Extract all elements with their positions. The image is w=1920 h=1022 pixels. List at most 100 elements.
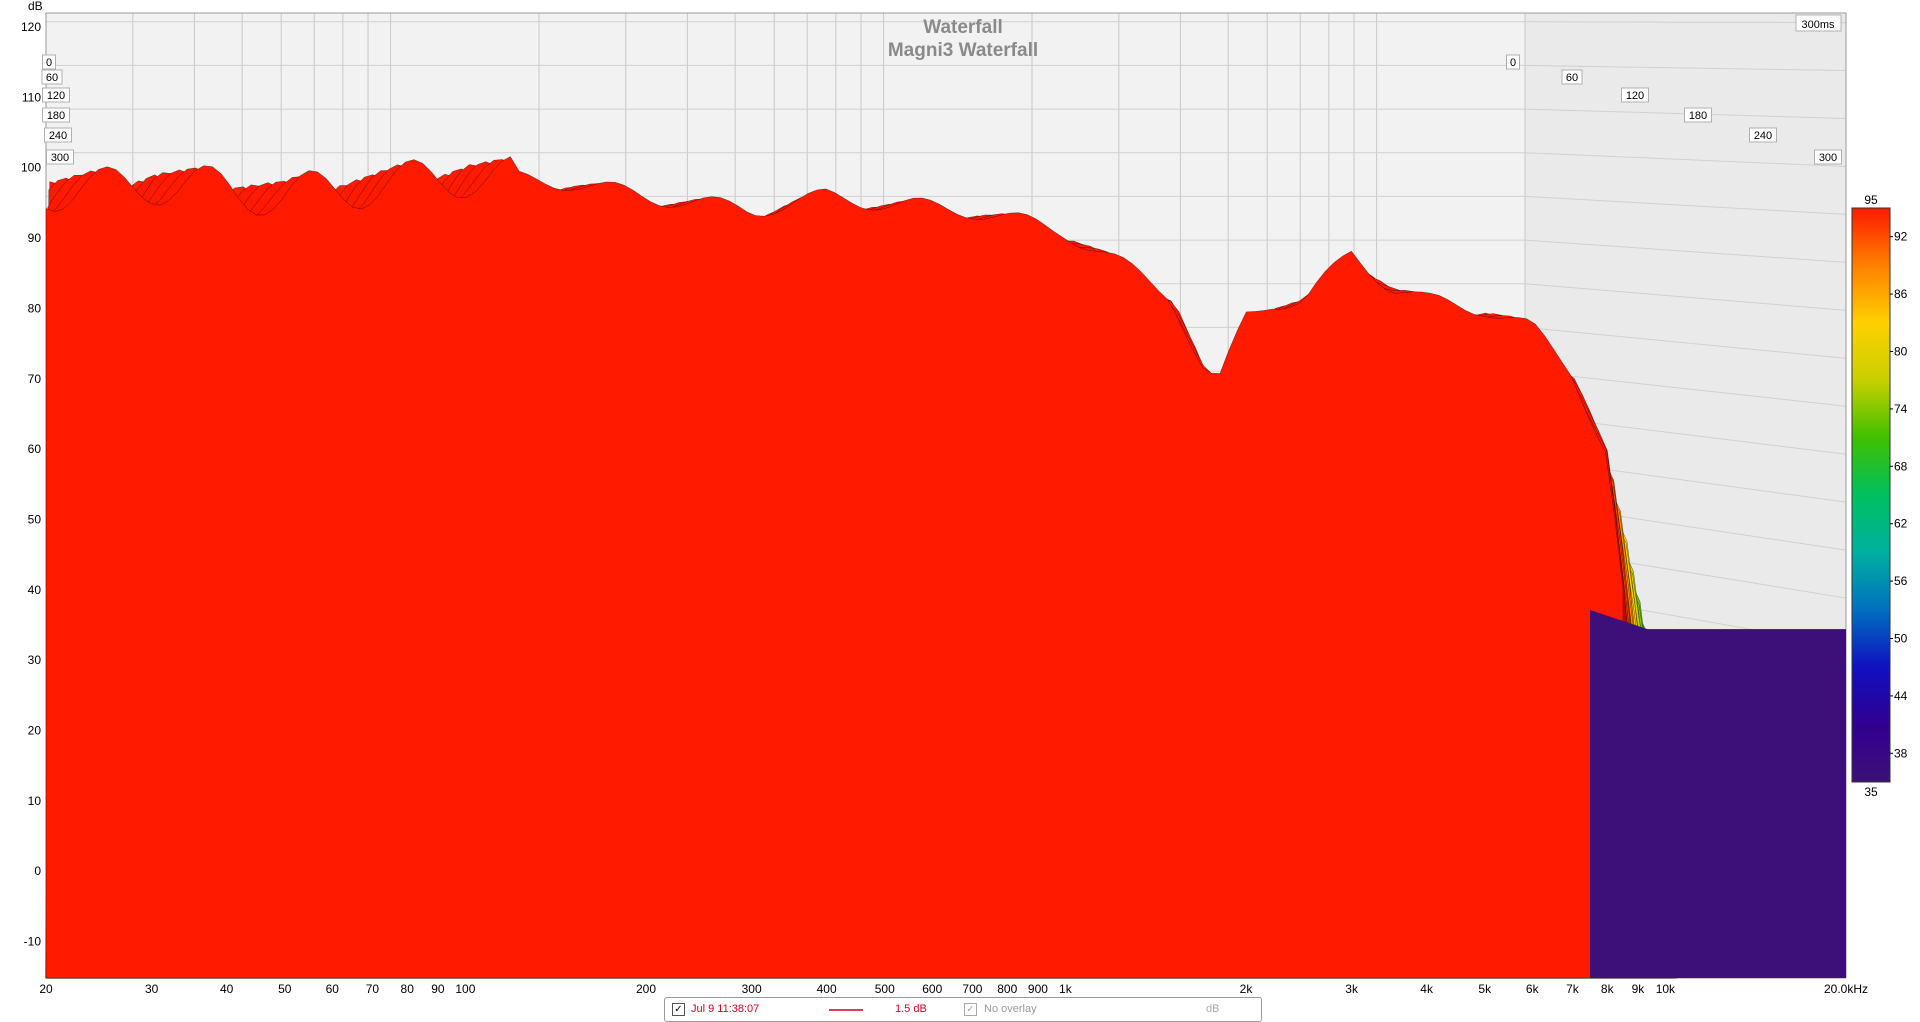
x-tick-label: 800	[997, 982, 1017, 996]
time-tick-right: 240	[1749, 127, 1777, 143]
measurement-checkbox[interactable]: ✓	[672, 1003, 685, 1016]
x-tick-label: 5k	[1478, 982, 1492, 996]
svg-text:0: 0	[1510, 57, 1516, 69]
x-tick-label: 2k	[1240, 982, 1254, 996]
y-tick-label: 10	[28, 794, 42, 808]
y-tick-label: 0	[34, 864, 41, 878]
y-tick-label: 40	[28, 583, 42, 597]
x-tick-label: 1k	[1059, 982, 1073, 996]
svg-text:120: 120	[47, 90, 65, 102]
x-tick-label: 900	[1028, 982, 1048, 996]
x-tick-label: 90	[431, 982, 445, 996]
time-tick-right: 0	[1506, 54, 1520, 70]
y-tick-label: 30	[28, 653, 42, 667]
svg-text:300: 300	[51, 152, 69, 164]
svg-text:300: 300	[1819, 152, 1837, 164]
x-tick-label: 3k	[1345, 982, 1359, 996]
svg-text:60: 60	[1566, 72, 1578, 84]
colorbar-tick-label: 92	[1894, 230, 1908, 244]
colorbar-tick-label: 86	[1894, 287, 1908, 301]
colorbar: 95 92 86 80 74 68 62 56 50 44 38 35	[1851, 193, 1908, 799]
x-tick-label: 300	[742, 982, 762, 996]
waterfall-slice	[45, 156, 1624, 979]
time-tick-right: 60	[1561, 69, 1583, 85]
x-tick-label: 8k	[1601, 982, 1615, 996]
x-tick-label: 500	[875, 982, 895, 996]
y-tick-label: 70	[28, 372, 42, 386]
chart-subtitle: Magni3 Waterfall	[888, 40, 1038, 61]
time-tick-left: 0	[42, 54, 56, 70]
waterfall-surface	[45, 156, 1846, 979]
y-tick-label: 60	[28, 442, 42, 456]
x-tick-label: 9k	[1632, 982, 1646, 996]
x-tick-label: 10k	[1656, 982, 1676, 996]
svg-text:240: 240	[1754, 130, 1772, 142]
y-tick-label: 110	[22, 90, 41, 104]
colorbar-tick-label: 74	[1894, 402, 1908, 416]
x-tick-label: 50	[278, 982, 292, 996]
x-tick-label: 70	[366, 982, 380, 996]
svg-text:0: 0	[46, 57, 52, 69]
y-tick-label: 120	[21, 20, 41, 34]
y-tick-label: 50	[28, 512, 42, 526]
colorbar-tick-label: 62	[1894, 517, 1908, 531]
colorbar-gradient	[1851, 207, 1891, 783]
y-tick-label: 100	[21, 161, 41, 175]
time-tick-right: 300	[1814, 149, 1842, 165]
svg-text:180: 180	[47, 110, 65, 122]
x-tick-label: 700	[962, 982, 982, 996]
time-range-box: 300ms	[1795, 14, 1842, 32]
colorbar-tick-label: 35	[1864, 785, 1878, 799]
x-tick-label: 20	[39, 982, 53, 996]
x-tick-label: 40	[220, 982, 234, 996]
colorbar-tick-label: 80	[1894, 345, 1908, 359]
y-tick-label: 90	[28, 231, 42, 245]
y-tick-label: 80	[28, 301, 42, 315]
time-tick-left: 180	[42, 107, 70, 123]
svg-text:240: 240	[49, 130, 67, 142]
svg-text:60: 60	[46, 72, 58, 84]
y-tick-label: -10	[24, 935, 42, 949]
time-range-label: 300ms	[1801, 19, 1835, 31]
time-axis: 300ms 0 60 120 180 240 300 0 60 120 180 240 300	[41, 14, 1842, 165]
x-tick-label: 100	[455, 982, 475, 996]
x-axis: 20 30 40 50 60 70 80 90 100 200 300 400 500 600 700 800…	[39, 982, 1868, 996]
time-tick-left: 300	[46, 149, 74, 165]
measurement-legend: ✓ Jul 9 11:38:07 1.5 dB ✓ No overlay dB	[664, 997, 1262, 1022]
x-tick-label: 60	[326, 982, 340, 996]
measurement-label: Jul 9 11:38:07	[691, 1003, 760, 1015]
colorbar-tick-label: 56	[1894, 574, 1908, 588]
x-tick-label: 20.0kHz	[1824, 982, 1868, 996]
overlay-label: No overlay	[984, 1003, 1037, 1015]
time-tick-left: 60	[41, 69, 63, 85]
y-axis-label: dB	[28, 0, 43, 13]
x-tick-label: 4k	[1420, 982, 1434, 996]
colorbar-tick-label: 44	[1894, 689, 1908, 703]
x-tick-label: 80	[401, 982, 415, 996]
x-tick-label: 600	[922, 982, 942, 996]
time-tick-right: 180	[1684, 107, 1712, 123]
time-tick-left: 120	[42, 87, 70, 103]
unit-label: dB	[1206, 1003, 1220, 1015]
time-tick-right: 120	[1621, 87, 1649, 103]
svg-text:120: 120	[1626, 90, 1644, 102]
time-tick-left: 240	[44, 127, 72, 143]
colorbar-tick-label: 38	[1894, 746, 1908, 760]
x-tick-label: 30	[145, 982, 159, 996]
svg-text:180: 180	[1689, 110, 1707, 122]
colorbar-tick-label: 50	[1894, 632, 1908, 646]
colorbar-tick-label: 68	[1894, 459, 1908, 473]
y-tick-label: 20	[28, 724, 42, 738]
measurement-line-swatch	[829, 1009, 863, 1011]
x-tick-label: 400	[817, 982, 837, 996]
smoothing-label: 1.5 dB	[895, 1003, 927, 1015]
colorbar-tick-label: 95	[1864, 193, 1878, 207]
overlay-checkbox[interactable]: ✓	[964, 1003, 977, 1016]
x-tick-label: 6k	[1526, 982, 1540, 996]
x-tick-label: 7k	[1566, 982, 1580, 996]
waterfall-tail	[1590, 610, 1846, 978]
x-tick-label: 200	[636, 982, 656, 996]
chart-title: Waterfall	[923, 17, 1003, 38]
